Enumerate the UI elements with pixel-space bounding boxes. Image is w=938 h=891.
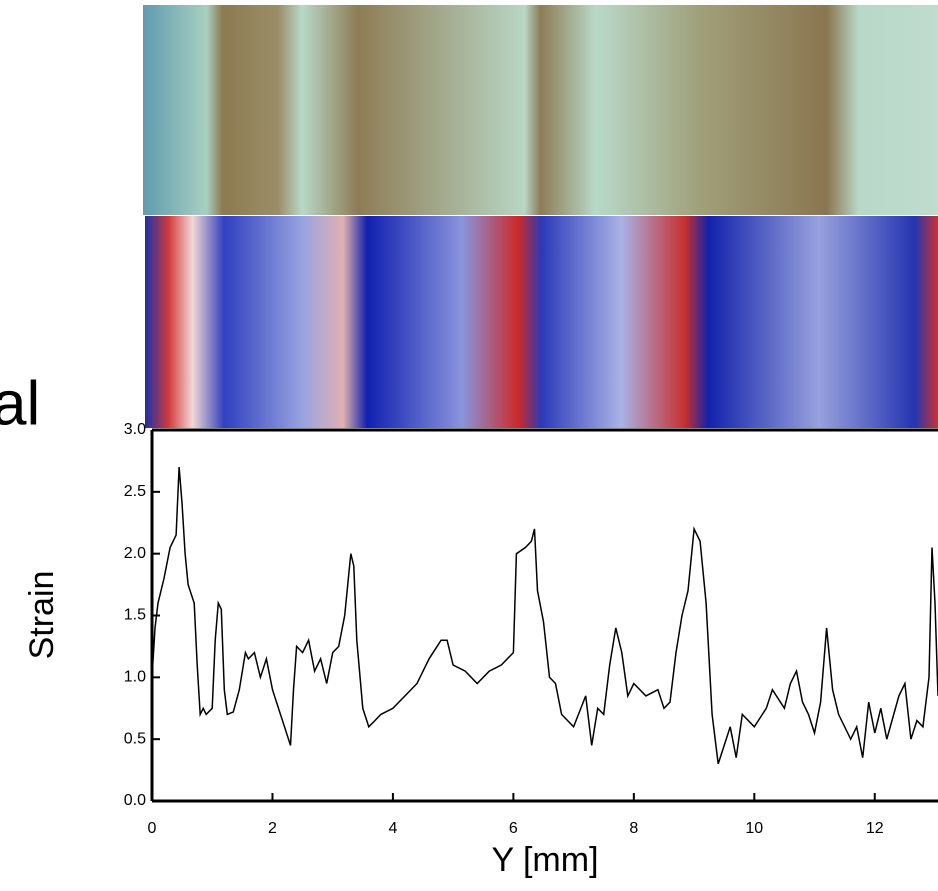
- cut-off-text: al: [0, 369, 40, 438]
- plot: 0.0 0.5 1.0 1.5 2.0 2.5 3.0 0 2 4 6 8 10 12: [124, 421, 938, 837]
- x-tick-label: 12: [866, 820, 884, 837]
- y-tick-label: 0.0: [124, 792, 146, 809]
- x-tick-label: 8: [629, 820, 638, 837]
- y-tick-label: 2.0: [124, 545, 146, 562]
- x-axis-label: Y [mm]: [491, 841, 598, 879]
- x-tick-label: 0: [148, 820, 157, 837]
- x-tick-label: 10: [745, 820, 763, 837]
- y-tick-label: 3.0: [124, 421, 146, 438]
- y-axis-label: Strain: [23, 571, 61, 660]
- strain-map: [145, 216, 938, 428]
- y-tick-label: 0.5: [124, 730, 146, 747]
- y-tick-label: 1.5: [124, 607, 146, 624]
- specimen-photo: [143, 5, 938, 215]
- strain-line: [151, 467, 938, 765]
- y-tick-label: 2.5: [124, 483, 146, 500]
- x-tick-label: 2: [268, 820, 277, 837]
- x-tick-label: 4: [388, 820, 397, 837]
- y-tick-label: 1.0: [124, 669, 146, 686]
- x-tick-label: 6: [509, 820, 518, 837]
